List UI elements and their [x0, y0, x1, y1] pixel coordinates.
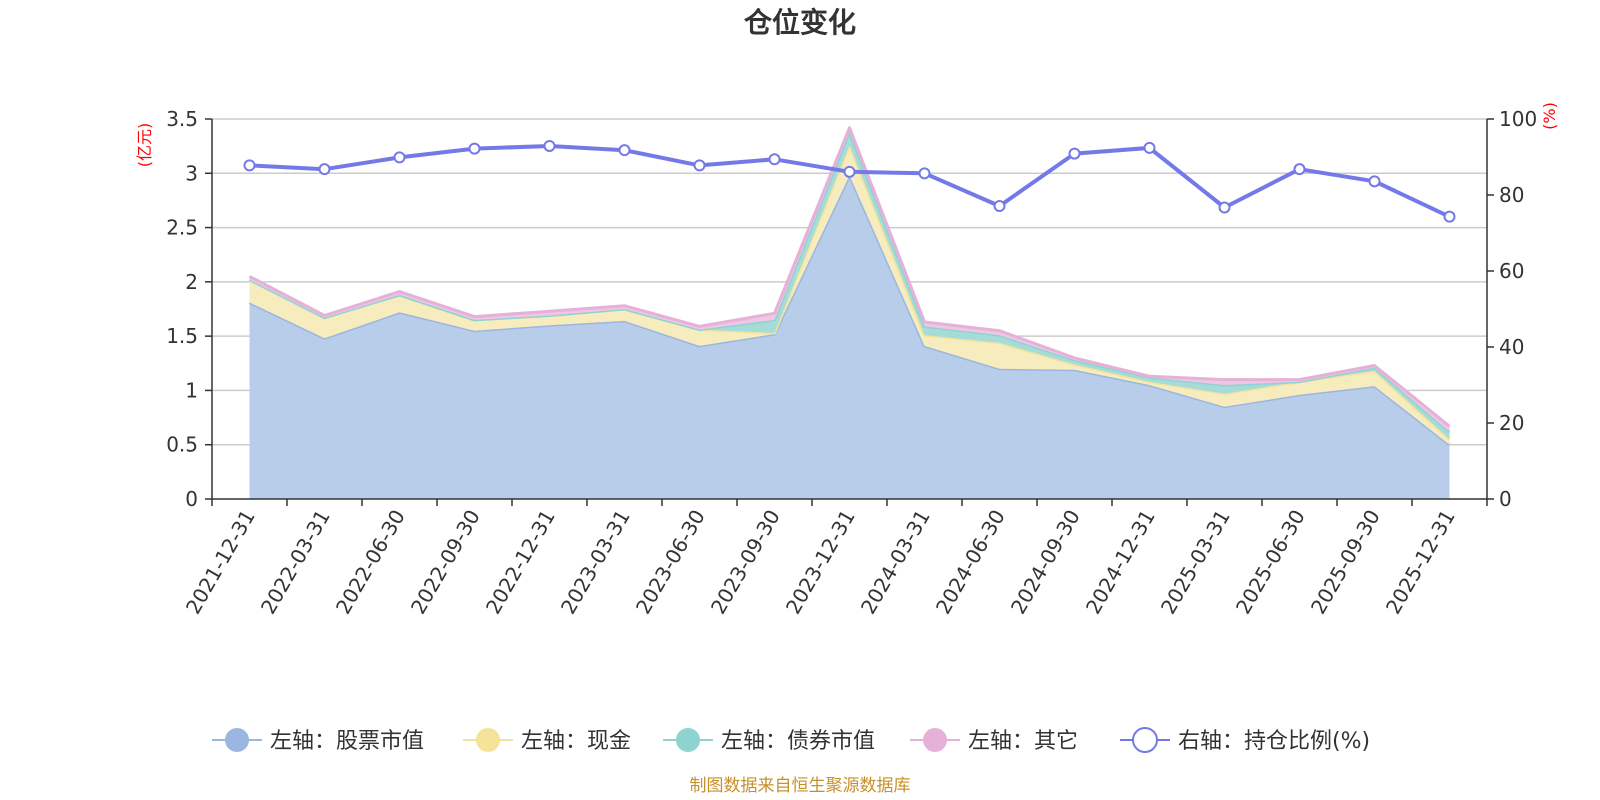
right-tick-label: 60 — [1499, 259, 1524, 283]
ratio-point — [1368, 175, 1381, 188]
x-tick-label: 2022-09-30 — [406, 506, 485, 619]
ratio-point — [993, 200, 1006, 213]
left-tick-label: 0.5 — [166, 433, 198, 457]
x-tick-label: 2022-03-31 — [256, 506, 335, 619]
x-tick-label: 2024-09-30 — [1006, 506, 1085, 619]
x-tick-label: 2023-09-30 — [706, 506, 785, 619]
x-tick-label: 2023-06-30 — [631, 506, 710, 619]
right-tick-label: 40 — [1499, 335, 1524, 359]
right-tick-label: 20 — [1499, 411, 1524, 435]
right-axis-unit: (%) — [1540, 102, 1559, 130]
x-tick-label: 2024-03-31 — [856, 506, 935, 619]
right-tick-label: 0 — [1499, 487, 1512, 511]
ratio-point — [543, 139, 556, 152]
x-tick-label: 2022-12-31 — [481, 506, 560, 619]
ratio-point — [243, 159, 256, 172]
x-tick-label: 2022-06-30 — [331, 506, 410, 619]
legend-marker — [225, 728, 249, 752]
ratio-point — [1068, 147, 1081, 160]
legend-marker — [676, 728, 700, 752]
x-tick-label: 2025-12-31 — [1381, 506, 1460, 619]
legend-label: 左轴：债券市值 — [721, 729, 875, 754]
area-9bb6e0 — [249, 175, 1450, 499]
legend-marker — [1132, 727, 1158, 753]
x-tick-label: 2024-06-30 — [931, 506, 1010, 619]
left-axis-unit: (亿元) — [135, 123, 154, 168]
ratio-point — [1293, 163, 1306, 176]
left-tick-label: 1.5 — [166, 324, 198, 348]
legend: 左轴：股票市值 左轴：现金 左轴：债券市值 左轴：其它 右轴：持仓比例(%) — [212, 727, 1370, 754]
chart-title: 仓位变化 — [744, 6, 856, 39]
x-tick-label: 2021-12-31 — [181, 506, 260, 619]
ratio-point — [768, 153, 781, 166]
ratio-point — [318, 163, 331, 176]
ratio-line — [243, 139, 1456, 223]
ratio-point — [918, 167, 931, 180]
left-tick-label: 3.5 — [166, 107, 198, 131]
left-tick-label: 0 — [185, 487, 198, 511]
x-tick-label: 2025-09-30 — [1306, 506, 1385, 619]
left-tick-label: 3 — [185, 161, 198, 185]
ratio-point — [843, 165, 856, 178]
left-tick-label: 2 — [185, 270, 198, 294]
left-tick-label: 2.5 — [166, 216, 198, 240]
x-tick-label: 2023-03-31 — [556, 506, 635, 619]
left-tick-label: 1 — [185, 378, 198, 402]
legend-label: 左轴：现金 — [521, 729, 631, 754]
ratio-point — [693, 159, 706, 172]
ratio-point — [468, 142, 481, 155]
area-edge-line — [248, 126, 1451, 428]
ratio-point — [618, 144, 631, 157]
legend-label: 右轴：持仓比例(%) — [1178, 729, 1370, 754]
right-tick-label: 100 — [1499, 107, 1537, 131]
ratio-point — [1143, 141, 1156, 154]
ratio-point — [1443, 210, 1456, 223]
x-tick-label: 2024-12-31 — [1081, 506, 1160, 619]
legend-marker — [476, 728, 500, 752]
x-tick-label: 2025-06-30 — [1231, 506, 1310, 619]
legend-label: 左轴：其它 — [968, 729, 1078, 754]
x-tick-label: 2023-12-31 — [781, 506, 860, 619]
legend-label: 左轴：股票市值 — [270, 729, 424, 754]
x-tick-label: 2025-03-31 — [1156, 506, 1235, 619]
ratio-point — [1218, 201, 1231, 214]
legend-marker — [923, 728, 947, 752]
source-note: 制图数据来自恒生聚源数据库 — [690, 776, 911, 796]
right-tick-label: 80 — [1499, 183, 1524, 207]
ratio-point — [393, 151, 406, 164]
